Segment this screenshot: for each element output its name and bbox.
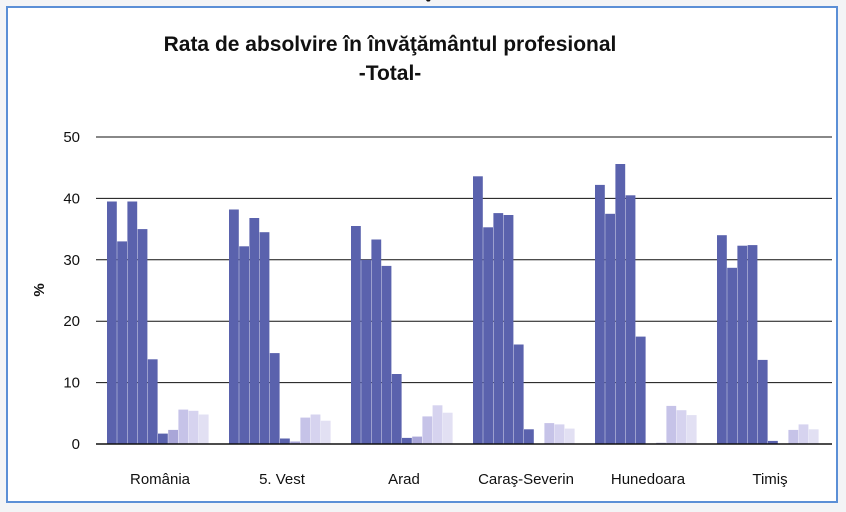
bar bbox=[605, 213, 615, 445]
category-label: România bbox=[130, 471, 191, 488]
y-tick-label: 50 bbox=[63, 129, 80, 146]
chart-title-line1: Rata de absolvire în învăţământul profes… bbox=[164, 33, 617, 56]
bar bbox=[269, 353, 280, 444]
bar bbox=[757, 359, 768, 444]
bar bbox=[290, 441, 300, 444]
bar bbox=[371, 239, 382, 444]
bar bbox=[168, 429, 178, 444]
bar bbox=[442, 412, 453, 444]
bar bbox=[686, 415, 697, 444]
bar bbox=[259, 232, 270, 444]
bar bbox=[768, 440, 778, 444]
bar bbox=[361, 259, 371, 444]
bar bbox=[493, 213, 504, 444]
bar bbox=[137, 229, 148, 444]
category-label: Arad bbox=[388, 471, 420, 488]
y-axis-title: % bbox=[31, 283, 48, 296]
bar bbox=[412, 436, 422, 444]
bar bbox=[198, 414, 209, 444]
bar bbox=[798, 424, 809, 444]
bar bbox=[513, 344, 524, 444]
bar bbox=[147, 359, 158, 444]
category-label: 5. Vest bbox=[259, 471, 306, 488]
y-tick-label: 20 bbox=[63, 313, 80, 330]
category-label: Timiş bbox=[752, 471, 787, 488]
bar bbox=[178, 409, 189, 444]
bar bbox=[676, 410, 687, 444]
bar bbox=[615, 164, 626, 444]
y-tick-label: 40 bbox=[63, 190, 80, 207]
bar bbox=[564, 428, 575, 444]
bar bbox=[280, 438, 290, 444]
bar bbox=[310, 414, 321, 444]
y-axis-ticks: 0 10 20 30 40 50 bbox=[63, 129, 80, 453]
top-mark: ˇ bbox=[425, 0, 433, 19]
bar bbox=[391, 374, 402, 444]
bar bbox=[666, 405, 677, 444]
bar bbox=[432, 405, 443, 444]
bar bbox=[808, 429, 819, 444]
bar bbox=[188, 410, 199, 444]
bar bbox=[127, 201, 138, 444]
bar bbox=[727, 267, 737, 444]
bar bbox=[788, 429, 799, 444]
bar bbox=[229, 209, 239, 444]
bar bbox=[422, 416, 433, 444]
bar bbox=[554, 424, 565, 444]
bar bbox=[107, 201, 117, 444]
bar bbox=[351, 226, 361, 444]
bar bbox=[320, 420, 331, 444]
bar bbox=[239, 246, 249, 444]
y-tick-label: 0 bbox=[72, 436, 80, 453]
bar bbox=[737, 245, 748, 444]
category-label: Caraş-Severin bbox=[478, 471, 574, 488]
category-label: Hunedoara bbox=[611, 471, 686, 488]
chart-title-line2: -Total- bbox=[359, 62, 422, 85]
y-tick-label: 10 bbox=[63, 375, 80, 392]
y-tick-label: 30 bbox=[63, 252, 80, 269]
bar bbox=[544, 423, 555, 444]
bar bbox=[747, 245, 758, 444]
bar bbox=[473, 176, 483, 445]
bar bbox=[300, 417, 311, 444]
bar bbox=[117, 241, 127, 444]
bar bbox=[381, 265, 392, 444]
bar bbox=[503, 215, 514, 444]
bar bbox=[595, 184, 605, 444]
bars bbox=[107, 164, 819, 445]
bar bbox=[158, 433, 168, 444]
bar bbox=[635, 336, 646, 444]
bar bbox=[717, 235, 727, 444]
bar bbox=[249, 218, 260, 444]
bar bbox=[402, 437, 412, 444]
bar bbox=[483, 227, 493, 444]
bar bbox=[625, 195, 636, 444]
bar bbox=[524, 429, 534, 444]
category-labels: România 5. Vest Arad Caraş-Severin Hunedoara… bbox=[130, 471, 788, 488]
